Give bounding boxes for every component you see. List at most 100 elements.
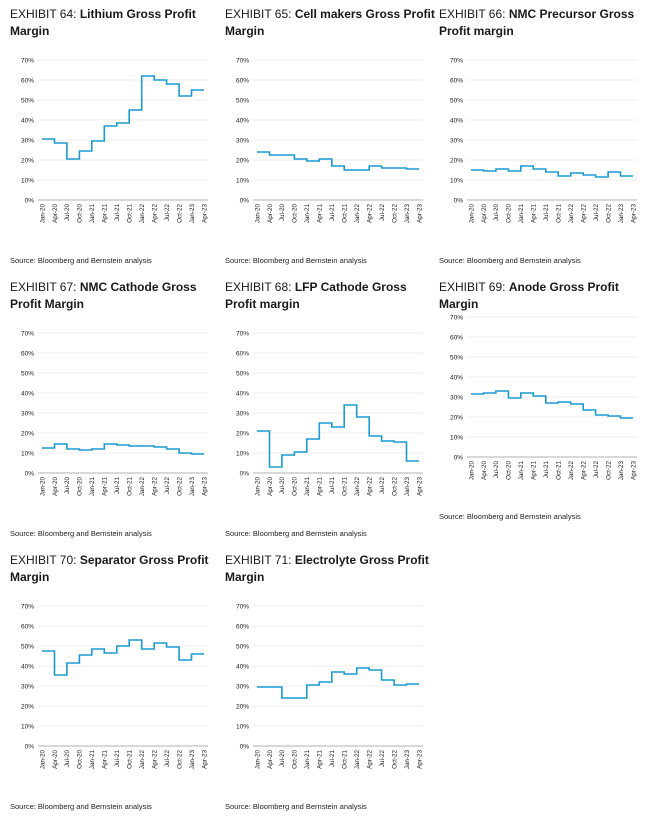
y-tick-label: 30% [21, 138, 34, 145]
x-tick-label: Jul-21 [543, 204, 550, 222]
source-note: Source: Bloomberg and Bernstein analysis [10, 802, 152, 811]
x-tick-label: Apr-21 [317, 204, 324, 223]
y-tick-label: 50% [236, 644, 249, 651]
source-note: Source: Bloomberg and Bernstein analysis [225, 802, 367, 811]
y-tick-label: 20% [236, 158, 249, 165]
x-tick-label: Oct-20 [292, 204, 299, 223]
y-tick-label: 50% [236, 371, 249, 378]
exhibit-title: Lithium Gross Profit Margin [10, 7, 196, 38]
y-tick-label: 20% [450, 158, 463, 165]
x-tick-label: Apr-23 [201, 477, 208, 496]
exhibit-number: EXHIBIT 71: [225, 553, 292, 567]
x-tick-label: Jul-20 [64, 204, 71, 222]
chart-title: EXHIBIT 65: Cell makers Gross Profit Mar… [225, 6, 437, 40]
x-tick-label: Jan-23 [404, 477, 411, 497]
x-tick-label: Jan-22 [139, 750, 146, 770]
y-tick-label: 40% [236, 391, 249, 398]
x-tick-label: Apr-20 [267, 477, 274, 496]
y-tick-label: 20% [450, 415, 463, 422]
x-tick-label: Apr-21 [102, 750, 109, 769]
y-tick-label: 70% [236, 604, 249, 611]
x-tick-label: Oct-22 [176, 204, 183, 223]
y-tick-label: 40% [236, 664, 249, 671]
x-tick-label: Oct-22 [605, 204, 612, 223]
x-tick-label: Apr-21 [102, 477, 109, 496]
exhibit-65-panel: EXHIBIT 65: Cell makers Gross Profit Mar… [225, 6, 437, 268]
y-tick-label: 0% [240, 471, 250, 478]
x-tick-label: Jan-22 [354, 204, 361, 224]
x-tick-label: Jan-22 [139, 204, 146, 224]
y-tick-label: 70% [236, 58, 249, 65]
y-tick-label: 40% [21, 118, 34, 125]
y-tick-label: 0% [25, 198, 35, 205]
x-tick-label: Jan-20 [39, 750, 46, 770]
x-tick-label: Jan-20 [39, 477, 46, 497]
x-tick-label: Apr-20 [267, 204, 274, 223]
x-tick-label: Jul-21 [114, 750, 121, 768]
y-tick-label: 50% [450, 98, 463, 105]
series-line [471, 390, 633, 419]
y-tick-label: 0% [240, 744, 250, 751]
x-tick-label: Apr-20 [481, 461, 488, 480]
chart-title: EXHIBIT 69: Anode Gross Profit Margin [439, 279, 651, 313]
y-tick-label: 0% [240, 198, 250, 205]
x-tick-label: Oct-20 [506, 204, 513, 223]
y-tick-label: 60% [236, 351, 249, 358]
series-line [257, 151, 419, 171]
y-tick-label: 60% [21, 351, 34, 358]
x-tick-label: Jan-23 [189, 204, 196, 224]
y-tick-label: 40% [21, 664, 34, 671]
y-tick-label: 50% [21, 98, 34, 105]
x-tick-label: Jul-21 [329, 750, 336, 768]
y-tick-label: 70% [450, 315, 463, 322]
exhibit-number: EXHIBIT 68: [225, 280, 292, 294]
x-tick-label: Jul-22 [593, 461, 600, 479]
lithium-margin-chart: 0% 10% 20% 30% 40% 50% 60% 70% Jan-20 Apr-20 Jul-2… [21, 58, 208, 224]
x-tick-label: Jan-23 [618, 204, 625, 224]
y-tick-label: 20% [21, 704, 34, 711]
separator-margin-chart: 0% 10% 20% 30% 40% 50% 60% 70% Jan-20 Apr-20 Jul-2… [21, 604, 208, 770]
y-tick-label: 30% [450, 138, 463, 145]
y-tick-label: 60% [21, 624, 34, 631]
x-tick-label: Oct-21 [127, 750, 134, 769]
y-tick-label: 10% [236, 178, 249, 185]
exhibit-64-panel: EXHIBIT 64: Lithium Gross Profit Margin … [10, 6, 222, 268]
x-tick-label: Jul-22 [379, 204, 386, 222]
x-tick-label: Jul-20 [279, 750, 286, 768]
y-tick-label: 10% [236, 724, 249, 731]
y-tick-label: 0% [25, 471, 35, 478]
source-note: Source: Bloomberg and Bernstein analysis [225, 256, 367, 265]
x-tick-label: Jan-23 [404, 204, 411, 224]
x-tick-label: Jul-21 [114, 204, 121, 222]
x-tick-label: Jan-22 [568, 461, 575, 481]
exhibit-number: EXHIBIT 69: [439, 280, 506, 294]
y-tick-label: 20% [236, 704, 249, 711]
x-tick-label: Apr-20 [481, 204, 488, 223]
x-tick-label: Apr-23 [416, 477, 423, 496]
x-tick-label: Jan-20 [39, 204, 46, 224]
y-tick-label: 20% [21, 158, 34, 165]
y-tick-label: 40% [236, 118, 249, 125]
x-tick-label: Oct-20 [77, 204, 84, 223]
exhibit-title: Electrolyte Gross Profit Margin [225, 553, 429, 584]
series-line [257, 667, 419, 699]
chart-title: EXHIBIT 64: Lithium Gross Profit Margin [10, 6, 222, 40]
x-tick-label: Oct-21 [556, 204, 563, 223]
y-tick-label: 60% [236, 624, 249, 631]
x-tick-label: Jul-21 [114, 477, 121, 495]
x-tick-label: Jul-21 [329, 204, 336, 222]
x-tick-label: Oct-20 [292, 477, 299, 496]
x-tick-label: Apr-22 [151, 750, 158, 769]
y-tick-label: 0% [25, 744, 35, 751]
y-tick-label: 10% [236, 451, 249, 458]
x-tick-label: Oct-21 [342, 204, 349, 223]
y-tick-label: 70% [236, 331, 249, 338]
x-tick-label: Apr-23 [630, 461, 637, 480]
exhibit-68-panel: EXHIBIT 68: LFP Cathode Gross Profit mar… [225, 279, 437, 541]
x-tick-label: Jan-23 [618, 461, 625, 481]
exhibit-number: EXHIBIT 70: [10, 553, 77, 567]
x-tick-label: Jan-21 [89, 750, 96, 770]
x-tick-label: Apr-21 [317, 750, 324, 769]
y-tick-label: 10% [21, 178, 34, 185]
electrolyte-margin-chart: 0% 10% 20% 30% 40% 50% 60% 70% Jan-20 Apr-20 Jul-2… [236, 604, 423, 770]
